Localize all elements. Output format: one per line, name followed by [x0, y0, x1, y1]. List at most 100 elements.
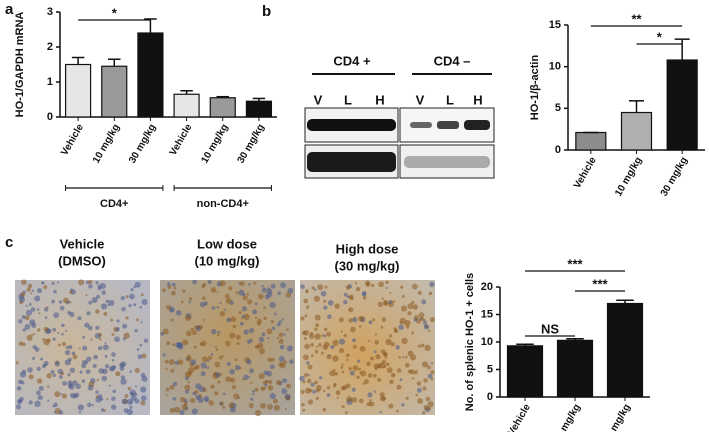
cell — [57, 368, 63, 375]
cell — [34, 295, 41, 302]
cell — [300, 389, 305, 394]
cell — [165, 387, 170, 392]
cell — [54, 361, 60, 367]
micrograph-sublabel: (30 mg/kg) — [334, 258, 399, 273]
cell — [170, 308, 174, 312]
cell — [374, 333, 378, 336]
cell — [374, 340, 380, 345]
cell — [216, 291, 219, 294]
cell — [190, 327, 194, 332]
x-tick-label: 30 mg/kg — [602, 402, 633, 432]
cell — [279, 362, 286, 369]
cell — [95, 395, 99, 398]
cell — [77, 404, 84, 411]
panel-letter: a — [5, 1, 14, 18]
cell — [120, 361, 127, 368]
cell — [219, 280, 226, 287]
cell — [43, 339, 50, 346]
cell — [199, 301, 206, 308]
cell — [134, 281, 141, 288]
significance-label: NS — [541, 321, 559, 336]
cell — [358, 325, 362, 328]
cell — [103, 409, 106, 412]
cell — [247, 299, 253, 305]
cell — [305, 387, 312, 394]
cell — [261, 387, 264, 390]
blot-group: CD4 + — [333, 53, 371, 68]
cell — [284, 393, 291, 400]
cell — [281, 388, 288, 395]
cell — [267, 337, 270, 340]
cell — [330, 344, 335, 350]
y-tick-label: 5 — [555, 102, 561, 114]
x-tick-label: 10 mg/kg — [613, 155, 644, 198]
cell — [65, 345, 69, 349]
band — [307, 152, 396, 172]
cell — [69, 290, 73, 295]
cell — [162, 288, 166, 293]
cell — [418, 312, 425, 318]
cell — [186, 356, 192, 362]
cell — [327, 354, 330, 357]
cell — [320, 290, 327, 297]
cell — [390, 341, 395, 347]
cell — [367, 373, 373, 378]
cell — [31, 289, 35, 292]
cell — [210, 286, 217, 293]
cell — [192, 279, 197, 285]
cell — [63, 297, 69, 304]
y-tick-label: 10 — [549, 61, 561, 73]
cell — [208, 400, 215, 406]
cell — [214, 345, 218, 348]
panel-letter: c — [5, 234, 13, 251]
cell — [276, 322, 281, 327]
cell — [21, 380, 25, 385]
cell — [166, 341, 171, 346]
cell — [405, 396, 409, 400]
cell — [233, 393, 240, 400]
micrograph-label: Low dose — [197, 236, 257, 251]
cell — [173, 406, 181, 413]
cell — [33, 332, 36, 336]
cell — [121, 398, 128, 405]
cell — [417, 344, 421, 348]
cell — [210, 353, 214, 356]
cell — [53, 411, 57, 414]
cell — [332, 368, 336, 372]
cell — [373, 390, 377, 393]
cell — [422, 386, 427, 391]
y-tick-label: 5 — [487, 363, 493, 375]
cell — [167, 282, 171, 286]
cell — [46, 306, 49, 309]
cell — [250, 381, 253, 385]
cell — [339, 348, 345, 354]
cell — [342, 385, 348, 390]
cell — [40, 357, 44, 361]
cell — [20, 291, 26, 297]
significance-label: *** — [567, 256, 583, 271]
cell — [100, 303, 108, 310]
cell — [303, 298, 309, 304]
cell — [388, 299, 393, 304]
cell — [222, 405, 226, 409]
cell — [257, 318, 263, 324]
cell — [103, 311, 108, 316]
cell — [18, 318, 23, 324]
cell — [133, 303, 137, 307]
cell — [98, 368, 104, 374]
cell — [255, 344, 260, 350]
y-tick-label: 2 — [47, 41, 53, 53]
cell — [134, 329, 138, 333]
cell — [313, 295, 321, 302]
bar — [666, 59, 698, 151]
cell — [231, 385, 237, 390]
cell — [28, 374, 34, 380]
cell — [188, 300, 192, 304]
cell — [359, 345, 366, 352]
y-axis-label: HO-1/GAPDH mRNA — [14, 12, 26, 118]
cell — [214, 391, 219, 396]
cell — [415, 393, 419, 397]
micrograph-sublabel: (10 mg/kg) — [194, 253, 259, 268]
bar — [556, 339, 594, 398]
cell — [112, 365, 117, 369]
